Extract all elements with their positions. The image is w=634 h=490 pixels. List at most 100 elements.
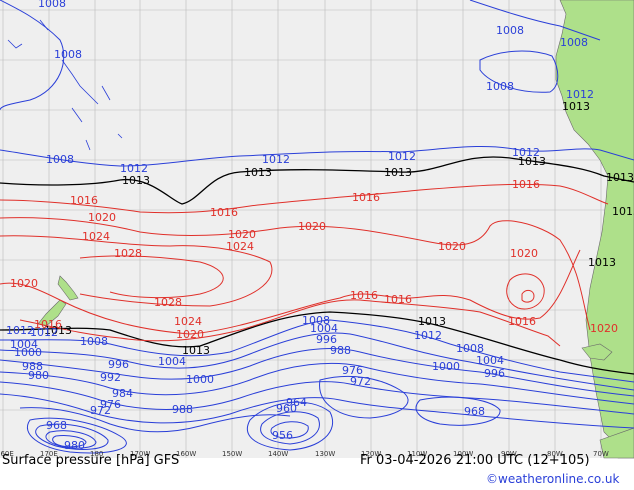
label-972: 972 bbox=[350, 375, 371, 388]
lon-label: 180 bbox=[90, 450, 103, 458]
isobar-1008-south bbox=[0, 319, 634, 383]
label-984: 984 bbox=[112, 387, 133, 400]
label-1000: 1000 bbox=[14, 346, 42, 359]
isobar-988 bbox=[0, 393, 634, 429]
lon-label: 160E bbox=[0, 450, 14, 458]
label-996: 996 bbox=[108, 358, 129, 371]
label-1013: 1013 bbox=[122, 174, 150, 187]
label-960: 960 bbox=[276, 402, 297, 415]
copyright-link[interactable]: ©weatheronline.co.uk bbox=[486, 472, 620, 486]
isobar-1024 bbox=[0, 235, 273, 307]
isobar-low-center-956 bbox=[270, 421, 309, 439]
label-1004: 1004 bbox=[310, 322, 338, 335]
isobar-1013-south bbox=[0, 311, 634, 375]
isobar-low-center-964 bbox=[247, 401, 333, 451]
label-1013: 1013 bbox=[588, 256, 616, 269]
label-1016: 1016 bbox=[352, 191, 380, 204]
label-1016: 1016 bbox=[70, 194, 98, 207]
isobar-1020-south bbox=[0, 249, 581, 335]
tierra-del-fuego bbox=[581, 343, 613, 361]
isobar-1008-north bbox=[0, 0, 65, 111]
label-1004: 1004 bbox=[158, 355, 186, 368]
label-1012: 1012 bbox=[262, 153, 290, 166]
label-1008: 1008 bbox=[560, 36, 588, 49]
pacific-islands bbox=[7, 19, 123, 151]
lon-label: 80W bbox=[547, 450, 563, 458]
label-1008: 1008 bbox=[496, 24, 524, 37]
new-zealand-north bbox=[57, 275, 79, 301]
label-1013: 1013 bbox=[182, 344, 210, 357]
label-988: 988 bbox=[172, 403, 193, 416]
label-1020: 1020 bbox=[510, 247, 538, 260]
label-1020: 1020 bbox=[438, 240, 466, 253]
label-988: 988 bbox=[330, 344, 351, 357]
isobar-972-east bbox=[319, 375, 409, 419]
isobar-980 bbox=[27, 417, 127, 454]
label-1008: 1008 bbox=[80, 335, 108, 348]
antarctic-fragment bbox=[599, 427, 634, 459]
label-980: 980 bbox=[64, 439, 85, 452]
label-1024: 1024 bbox=[226, 240, 254, 253]
isobar-972 bbox=[45, 430, 97, 449]
label-1008: 1008 bbox=[486, 80, 514, 93]
label-1024: 1024 bbox=[174, 315, 202, 328]
label-1008: 1008 bbox=[46, 153, 74, 166]
label-1012: 1012 bbox=[388, 150, 416, 163]
lon-label: 170W bbox=[130, 450, 150, 458]
isobar-high-center bbox=[506, 273, 545, 310]
isobar-1008-northeast bbox=[469, 0, 601, 41]
label-1000: 1000 bbox=[432, 360, 460, 373]
label-1016: 1016 bbox=[512, 178, 540, 191]
label-1012: 1012 bbox=[414, 329, 442, 342]
label-976: 976 bbox=[100, 398, 121, 411]
label-1012: 1012 bbox=[30, 326, 58, 339]
label-1020: 1020 bbox=[88, 211, 116, 224]
lon-label: 170E bbox=[40, 450, 58, 458]
isobar-1004 bbox=[0, 332, 634, 391]
label-968: 968 bbox=[464, 405, 485, 418]
label-1020: 1020 bbox=[298, 220, 326, 233]
label-996: 996 bbox=[484, 367, 505, 380]
label-1020: 1020 bbox=[228, 228, 256, 241]
isobar-996 bbox=[0, 362, 634, 405]
isobar-1016-north bbox=[0, 183, 609, 214]
isobar-1020-north bbox=[0, 217, 591, 331]
label-956: 956 bbox=[272, 429, 293, 442]
isobar-992 bbox=[0, 381, 634, 415]
isobar-968-east bbox=[415, 396, 501, 426]
lon-label: 100W bbox=[453, 450, 473, 458]
isobar-low-center-960 bbox=[260, 411, 320, 445]
label-1012: 1012 bbox=[6, 324, 34, 337]
label-992: 992 bbox=[100, 371, 121, 384]
label-1008: 1008 bbox=[38, 0, 66, 10]
isobar-1008-east bbox=[479, 50, 559, 93]
label-1013: 1013 bbox=[606, 171, 634, 184]
isobar-high-core bbox=[521, 289, 535, 303]
label-964: 964 bbox=[286, 396, 307, 409]
label-1012: 1012 bbox=[512, 146, 540, 159]
graticule bbox=[0, 0, 634, 458]
lon-label: 70W bbox=[593, 450, 609, 458]
label-1016: 1016 bbox=[508, 315, 536, 328]
label-1020: 1020 bbox=[10, 277, 38, 290]
lon-label: 120W bbox=[361, 450, 381, 458]
label-1012: 1012 bbox=[120, 162, 148, 175]
label-1008: 1008 bbox=[302, 314, 330, 327]
label-1013: 1013 bbox=[244, 166, 272, 179]
contour-labels: 1008 1008 1008 1008 1008 1008 1012 1012 … bbox=[6, 0, 634, 452]
label-996: 996 bbox=[316, 333, 337, 346]
label-1020: 1020 bbox=[176, 328, 204, 341]
isobar-1000 bbox=[0, 347, 634, 397]
isobar-976 bbox=[35, 423, 109, 450]
isobar-984 bbox=[19, 407, 291, 433]
lon-label: 160W bbox=[176, 450, 196, 458]
label-976: 976 bbox=[342, 364, 363, 377]
isobar-1028 bbox=[79, 255, 224, 299]
label-1028: 1028 bbox=[114, 247, 142, 260]
label-980: 980 bbox=[28, 369, 49, 382]
lon-label: 130W bbox=[315, 450, 335, 458]
label-1008: 1008 bbox=[54, 48, 82, 61]
label-1012: 1012 bbox=[566, 88, 594, 101]
label-968: 968 bbox=[46, 419, 67, 432]
